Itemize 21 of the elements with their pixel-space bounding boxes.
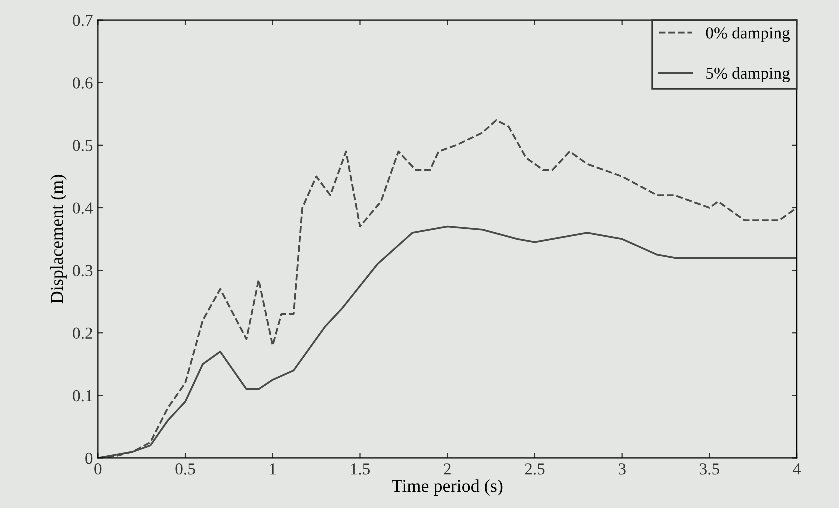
legend-label: 5% damping [706,67,790,83]
y-tick-label: 0 [86,452,93,464]
x-tick-label: 0.5 [176,464,196,475]
y-tick-label: 0.4 [73,202,94,214]
x-tick-label: 3.5 [700,464,720,475]
y-tick-label: 0.7 [73,15,93,26]
x-tick-label: 0 [94,464,102,475]
x-tick-label: 3 [618,464,626,475]
y-tick-label: 0.5 [73,140,93,152]
y-tick-label: 0.1 [73,390,92,402]
y-tick-label: 0.2 [73,328,92,340]
legend-label: 0% damping [706,27,790,42]
x-axis-title: Time period (s) [392,480,503,496]
y-tick-label: 0.6 [73,78,93,89]
x-tick-label: 4 [793,464,801,475]
x-tick-label: 1 [270,464,276,475]
y-tick-label: 0.3 [73,265,93,277]
x-tick-label: 2 [444,464,451,475]
y-axis-title: Displacement (m) [50,175,67,304]
x-tick-label: 1.5 [351,464,370,475]
x-tick-label: 2.5 [525,464,545,475]
